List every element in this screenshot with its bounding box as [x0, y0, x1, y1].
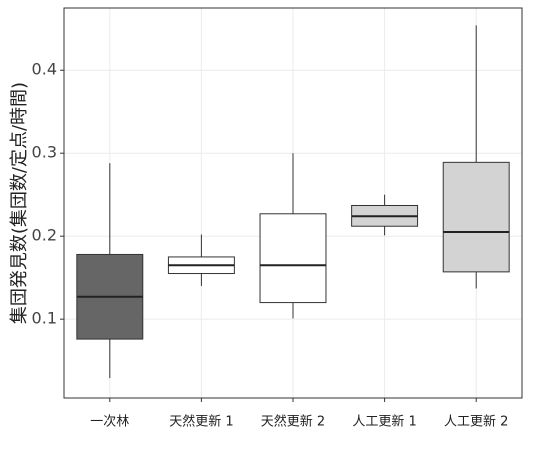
y-tick-label: 0.3 — [32, 143, 57, 162]
x-tick-label: 人工更新 1 — [352, 414, 416, 430]
plot-border — [63, 7, 523, 399]
x-tick-label: 人工更新 2 — [444, 414, 508, 430]
y-axis-label: 集団発見数(集団数/定点/時間) — [9, 82, 30, 324]
y-tick-label: 0.1 — [32, 309, 57, 328]
x-tick-label: 天然更新 1 — [169, 414, 233, 430]
x-tick-label: 天然更新 2 — [261, 414, 325, 430]
y-tick-label: 0.2 — [32, 226, 57, 245]
y-tick-label: 0.4 — [32, 60, 57, 79]
box — [442, 161, 510, 273]
x-tick-label: 一次林 — [90, 414, 129, 430]
box — [259, 213, 327, 304]
